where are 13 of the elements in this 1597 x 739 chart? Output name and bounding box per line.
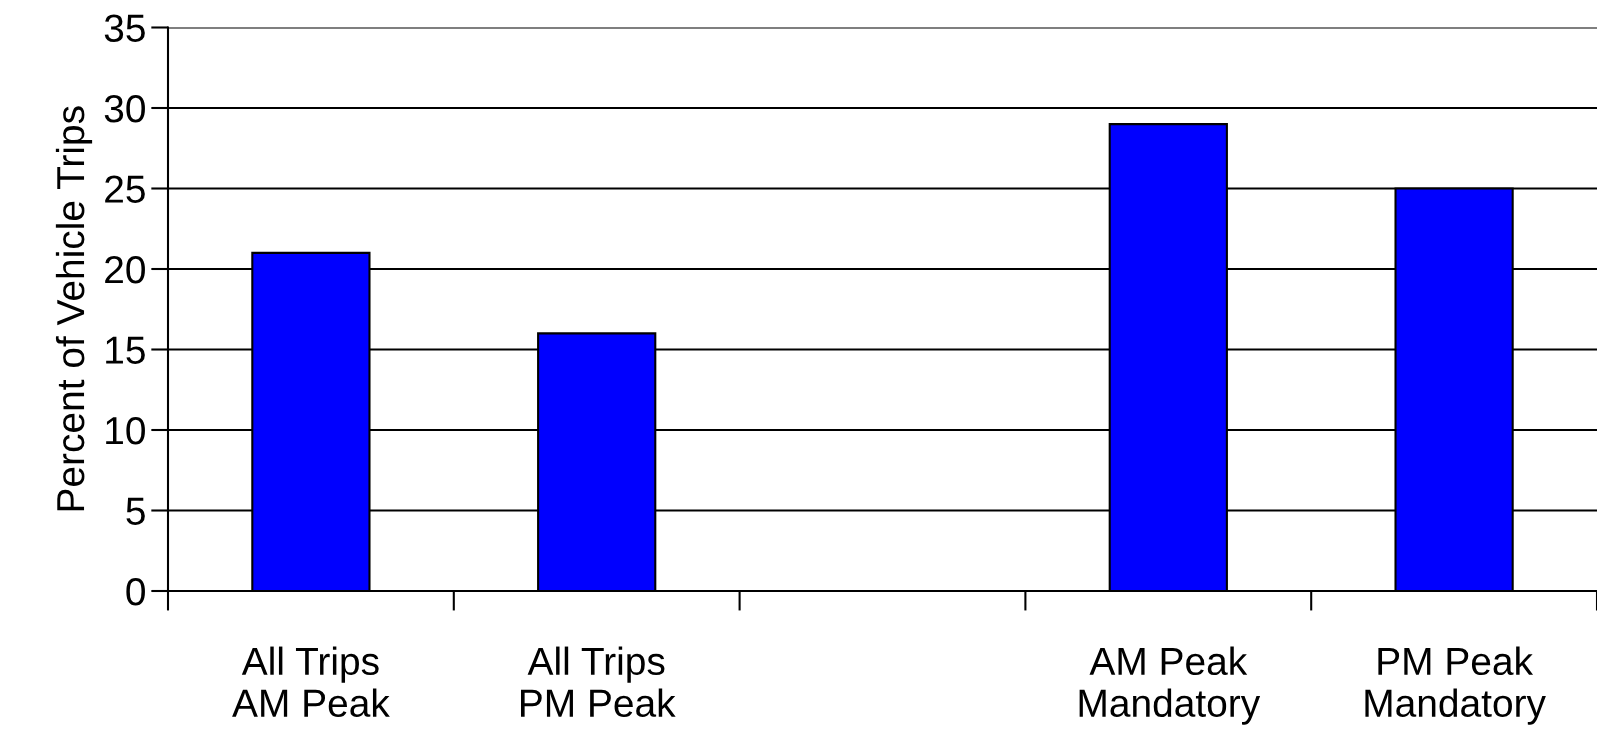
y-tick-label: 10 (106, 416, 145, 445)
x-tick-label: All Trips AM Peak (232, 646, 390, 718)
y-axis-title: Percent of Vehicle Trips (55, 106, 93, 511)
y-tick-label: 20 (105, 255, 145, 284)
y-tick-label: 0 (126, 577, 145, 606)
y-tick-label: 15 (106, 336, 145, 364)
y-tick-label: 5 (126, 497, 145, 525)
x-tick-label: AM Peak Mandatory (1079, 646, 1261, 725)
y-tick-label: 25 (105, 175, 145, 203)
y-tick-label: 30 (104, 94, 145, 123)
x-tick-label: PM Peak Mandatory (1365, 646, 1546, 725)
x-tick-label: All Trips PM Peak (521, 646, 676, 718)
y-tick-label: 35 (104, 14, 145, 42)
